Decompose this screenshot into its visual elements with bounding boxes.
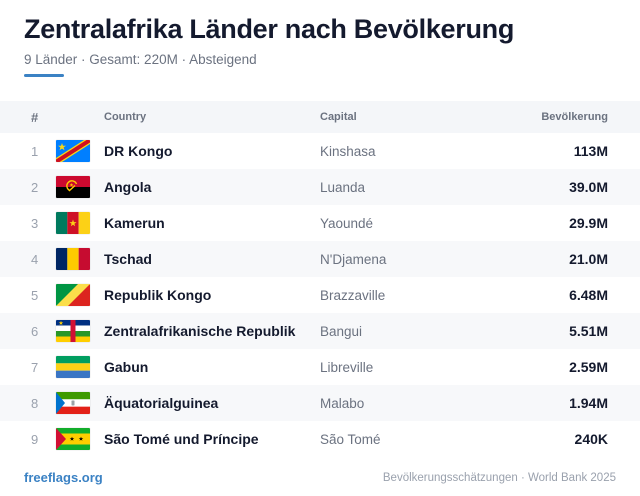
row-capital: Yaoundé <box>320 215 374 231</box>
row-rank: 4 <box>31 251 39 267</box>
row-population: 113M <box>573 143 608 159</box>
table-row: 5 Republik Kongo Brazzaville 6.48M <box>0 277 640 313</box>
flag-ao-icon <box>56 176 90 198</box>
table-row: 6 Zentralafrikanische Republik Bangui 5.… <box>0 313 640 349</box>
flag-gq-icon <box>56 392 90 414</box>
header-rank: # <box>31 109 39 125</box>
row-population: 1.94M <box>569 395 608 411</box>
row-country: Äquatorialguinea <box>104 395 219 411</box>
row-rank: 2 <box>31 179 39 195</box>
row-capital: N'Djamena <box>320 251 387 267</box>
flag-cell <box>52 356 104 378</box>
flag-cell <box>52 248 104 270</box>
table-header: # Country Capital Bevölkerung <box>0 101 640 133</box>
row-country: DR Kongo <box>104 143 173 159</box>
flag-td-icon <box>56 248 90 270</box>
header-country: Country <box>104 111 147 123</box>
table-row: 3 Kamerun Yaoundé 29.9M <box>0 205 640 241</box>
title-accent-bar <box>24 74 64 77</box>
row-population: 240K <box>574 431 608 447</box>
footer: freeflags.org Bevölkerungsschätzungen · … <box>24 470 616 485</box>
row-capital: Luanda <box>320 179 366 195</box>
flag-cell <box>52 140 104 162</box>
row-country: Zentralafrikanische Republik <box>104 323 296 339</box>
row-capital: Kinshasa <box>320 143 376 159</box>
row-rank: 9 <box>31 431 39 447</box>
page-title: Zentralafrika Länder nach Bevölkerung <box>24 14 515 44</box>
row-capital: Malabo <box>320 395 365 411</box>
page-subtitle: 9 Länder · Gesamt: 220M · Absteigend <box>24 52 257 67</box>
flag-cell <box>52 176 104 198</box>
row-country: Gabun <box>104 359 149 375</box>
flag-cell <box>52 284 104 306</box>
table-row: 2 Angola Luanda 39.0M <box>0 169 640 205</box>
row-country: Tschad <box>104 251 152 267</box>
row-rank: 7 <box>31 359 39 375</box>
flag-cell <box>52 392 104 414</box>
flag-st-icon <box>56 428 90 450</box>
table-row: 8 Äquatorialguinea Malabo 1.94M <box>0 385 640 421</box>
row-capital: São Tomé <box>320 431 381 447</box>
row-capital: Libreville <box>320 359 374 375</box>
row-population: 2.59M <box>569 359 608 375</box>
row-rank: 1 <box>31 143 39 159</box>
source-note: Bevölkerungsschätzungen · World Bank 202… <box>382 471 616 484</box>
row-country: Kamerun <box>104 215 165 231</box>
row-capital: Bangui <box>320 323 363 339</box>
row-rank: 8 <box>31 395 39 411</box>
row-country: Republik Kongo <box>104 287 212 303</box>
flag-cell <box>52 320 104 342</box>
flag-ga-icon <box>56 356 90 378</box>
row-population: 39.0M <box>569 179 608 195</box>
header-population: Bevölkerung <box>541 111 608 123</box>
table-row: 1 DR Kongo Kinshasa 113M <box>0 133 640 169</box>
header: Zentralafrika Länder nach Bevölkerung 9 … <box>24 12 616 77</box>
flag-cm-icon <box>56 212 90 234</box>
flag-cd-icon <box>56 140 90 162</box>
row-country: Angola <box>104 179 152 195</box>
row-rank: 6 <box>31 323 39 339</box>
header-capital: Capital <box>320 111 357 123</box>
flag-cg-icon <box>56 284 90 306</box>
row-capital: Brazzaville <box>320 287 386 303</box>
row-country: São Tomé und Príncipe <box>104 431 259 447</box>
row-population: 29.9M <box>569 215 608 231</box>
flag-cf-icon <box>56 320 90 342</box>
population-table: # Country Capital Bevölkerung 1 DR Kongo… <box>0 101 640 457</box>
flag-cell <box>52 428 104 450</box>
row-rank: 3 <box>31 215 39 231</box>
row-population: 6.48M <box>569 287 608 303</box>
row-population: 5.51M <box>569 323 608 339</box>
row-rank: 5 <box>31 287 39 303</box>
table-row: 7 Gabun Libreville 2.59M <box>0 349 640 385</box>
table-row: 9 São Tomé und Príncipe São Tomé 240K <box>0 421 640 457</box>
row-population: 21.0M <box>569 251 608 267</box>
table-row: 4 Tschad N'Djamena 21.0M <box>0 241 640 277</box>
flag-cell <box>52 212 104 234</box>
brand-link[interactable]: freeflags.org <box>24 470 103 485</box>
